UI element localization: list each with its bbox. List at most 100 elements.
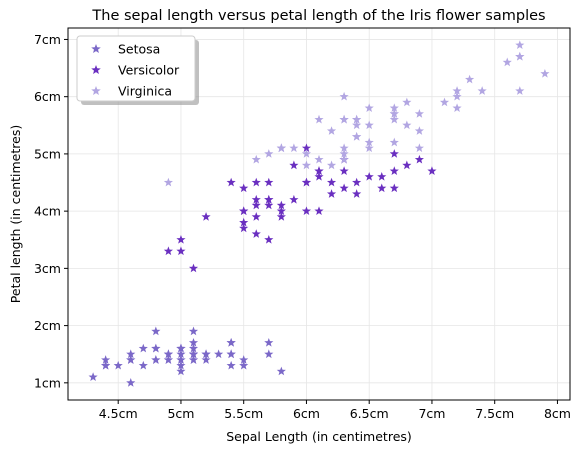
legend-marker-virginica xyxy=(91,86,101,96)
point-virginica xyxy=(276,143,286,153)
x-tick-label: 7.5cm xyxy=(475,406,514,421)
point-versicolor xyxy=(352,177,362,187)
point-virginica xyxy=(515,40,525,50)
point-setosa xyxy=(226,337,236,347)
legend: Setosa Versicolor Virginica xyxy=(76,35,199,105)
point-virginica xyxy=(439,97,450,107)
point-versicolor xyxy=(301,143,312,153)
point-setosa xyxy=(276,366,286,376)
point-versicolor xyxy=(364,172,374,181)
y-tick-label: 6cm xyxy=(34,89,61,104)
point-versicolor xyxy=(377,183,387,193)
x-tick-label: 8cm xyxy=(544,406,571,421)
point-versicolor xyxy=(188,263,199,273)
point-versicolor xyxy=(264,234,274,244)
point-versicolor xyxy=(427,166,437,175)
point-virginica xyxy=(264,149,274,158)
point-setosa xyxy=(188,343,199,353)
x-axis-ticks: 4.5cm 5cm 5.5cm 6cm 6.5cm 7cm 7.5cm 8cm xyxy=(99,400,571,421)
point-versicolor xyxy=(163,246,173,256)
point-virginica xyxy=(364,103,374,113)
point-setosa xyxy=(126,349,136,359)
point-versicolor xyxy=(389,166,399,175)
point-virginica xyxy=(364,137,374,147)
y-tick-label: 3cm xyxy=(34,261,61,276)
point-setosa xyxy=(101,355,111,364)
y-axis-ticks: 1cm 2cm 3cm 4cm 5cm 6cm 7cm xyxy=(34,32,68,390)
point-versicolor xyxy=(201,212,211,221)
point-versicolor xyxy=(389,183,399,193)
point-virginica xyxy=(352,131,362,141)
y-tick-label: 1cm xyxy=(34,375,61,390)
point-versicolor xyxy=(264,177,274,187)
y-tick-label: 5cm xyxy=(34,146,61,161)
point-setosa xyxy=(151,343,161,353)
point-setosa xyxy=(214,349,224,359)
point-virginica xyxy=(364,120,374,130)
point-setosa xyxy=(126,355,136,364)
point-virginica xyxy=(452,103,462,113)
x-tick-label: 6cm xyxy=(293,406,320,421)
point-setosa xyxy=(113,360,123,370)
point-setosa xyxy=(138,343,148,353)
point-virginica xyxy=(477,86,487,95)
x-tick-label: 4.5cm xyxy=(99,406,138,421)
point-virginica xyxy=(389,114,399,124)
point-setosa xyxy=(151,355,161,364)
point-setosa xyxy=(188,326,199,336)
point-virginica xyxy=(402,120,412,130)
point-versicolor xyxy=(239,183,249,193)
point-versicolor xyxy=(301,206,312,216)
point-setosa xyxy=(201,355,211,364)
point-virginica xyxy=(414,143,424,153)
point-versicolor xyxy=(289,194,299,204)
point-versicolor xyxy=(314,166,324,175)
x-tick-label: 6.5cm xyxy=(350,406,389,421)
y-tick-label: 7cm xyxy=(34,32,61,47)
point-virginica xyxy=(540,68,550,78)
point-setosa xyxy=(138,360,148,370)
point-setosa xyxy=(176,366,186,376)
point-virginica xyxy=(389,103,399,113)
point-versicolor xyxy=(377,172,387,181)
point-setosa xyxy=(163,355,173,364)
x-tick-label: 7cm xyxy=(418,406,445,421)
y-tick-label: 4cm xyxy=(34,204,61,219)
point-setosa xyxy=(226,349,236,359)
point-virginica xyxy=(465,74,475,84)
x-axis-label: Sepal Length (in centimetres) xyxy=(226,429,412,444)
point-virginica xyxy=(339,149,349,158)
point-setosa xyxy=(226,360,236,370)
point-virginica xyxy=(326,160,337,170)
point-versicolor xyxy=(251,212,261,221)
legend-label-setosa: Setosa xyxy=(118,42,160,57)
point-versicolor xyxy=(276,212,286,221)
point-setosa xyxy=(188,355,199,364)
point-virginica xyxy=(414,126,424,135)
point-virginica xyxy=(301,160,312,170)
legend-box xyxy=(76,35,196,102)
point-virginica xyxy=(339,143,349,153)
point-versicolor xyxy=(251,200,261,210)
point-setosa xyxy=(126,378,136,387)
point-setosa xyxy=(88,372,98,381)
point-virginica xyxy=(163,177,173,187)
point-setosa xyxy=(264,349,274,359)
data-points xyxy=(88,40,550,387)
point-versicolor xyxy=(239,217,249,227)
chart-title: The sepal length versus petal length of … xyxy=(91,8,545,24)
x-tick-label: 5.5cm xyxy=(224,406,263,421)
point-versicolor xyxy=(276,206,286,216)
point-virginica xyxy=(314,114,324,124)
point-versicolor xyxy=(326,189,337,198)
x-tick-label: 5cm xyxy=(167,406,194,421)
point-versicolor xyxy=(264,200,274,210)
point-setosa xyxy=(188,349,199,359)
y-tick-label: 2cm xyxy=(34,318,61,333)
point-versicolor xyxy=(239,223,249,233)
point-virginica xyxy=(352,114,362,124)
point-versicolor xyxy=(339,166,349,175)
point-setosa xyxy=(188,337,199,347)
legend-marker-versicolor xyxy=(91,65,101,75)
point-setosa xyxy=(176,355,186,364)
